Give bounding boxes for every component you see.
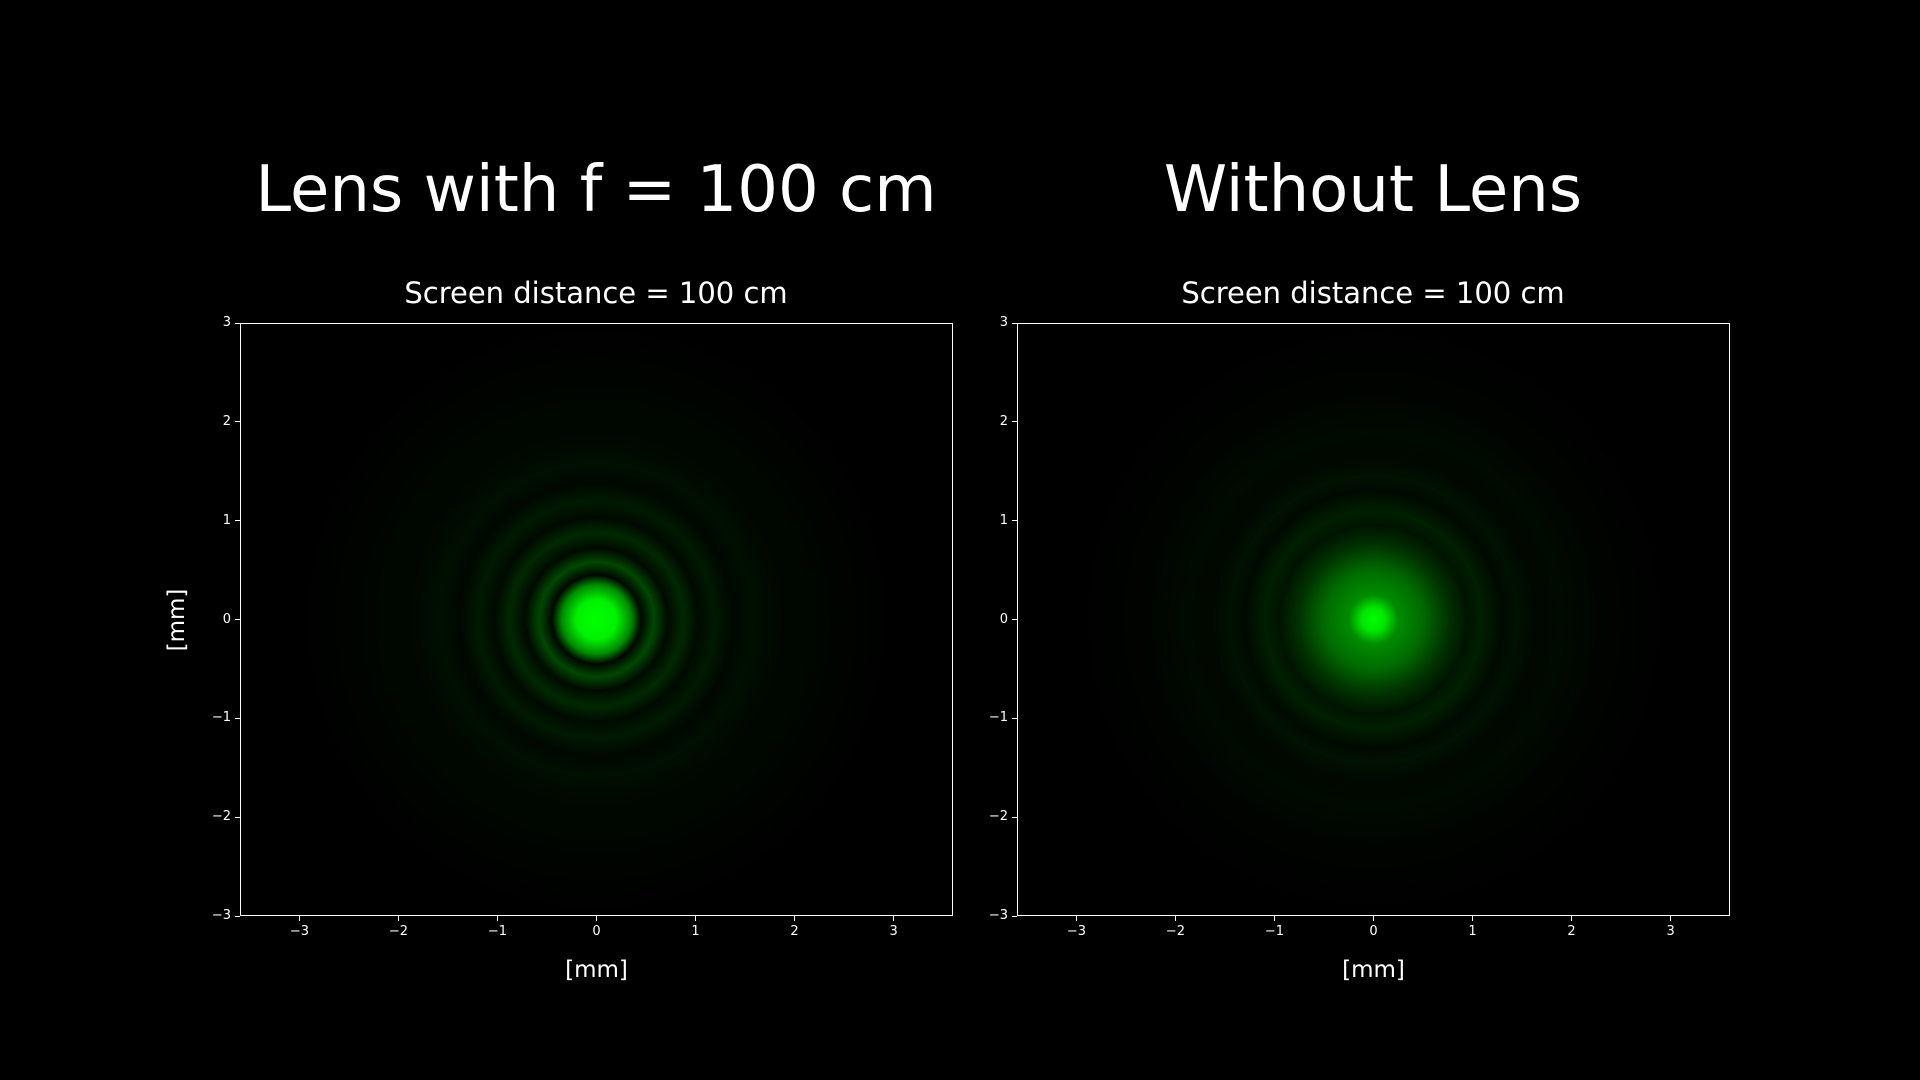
y-tick-mark <box>235 619 240 620</box>
subplot-title-left: Screen distance = 100 cm <box>404 276 788 310</box>
heatmap-right <box>1017 323 1730 916</box>
y-axis-left: −3 −2 −1 0 1 2 3 <box>200 315 240 923</box>
plot-area-right <box>1017 323 1730 916</box>
x-tick-mark <box>695 916 697 921</box>
x-tick-mark <box>1373 916 1374 921</box>
x-tick-label: 0 <box>1369 924 1378 939</box>
x-tick-mark <box>1472 916 1474 921</box>
heatmap-left <box>240 323 953 916</box>
x-tick-label: 3 <box>889 924 898 939</box>
x-axis-left: −3 −2 −1 0 1 2 3 <box>240 916 953 946</box>
y-axis-right: −3 −2 −1 0 1 2 3 <box>977 315 1017 923</box>
x-tick-label: 1 <box>691 924 700 939</box>
figure-title-right: Without Lens <box>1163 153 1583 227</box>
y-tick-label: −1 <box>988 710 1008 726</box>
plot-area-left <box>240 323 953 916</box>
y-tick-mark <box>1012 915 1017 917</box>
y-tick-label: 2 <box>999 413 1008 429</box>
x-tick-mark <box>1273 916 1275 921</box>
y-tick-label: −3 <box>211 908 231 923</box>
x-tick-mark <box>596 916 597 921</box>
y-tick-mark <box>235 915 240 917</box>
x-tick-label: −3 <box>289 924 309 939</box>
diffraction-pattern <box>1077 323 1670 916</box>
y-tick-label: 1 <box>222 512 231 528</box>
x-tick-mark <box>1571 916 1573 921</box>
x-tick-label: −2 <box>388 924 409 939</box>
y-tick-mark <box>235 322 240 324</box>
y-tick-label: 1 <box>999 512 1008 528</box>
diffraction-pattern <box>300 323 893 916</box>
y-tick-mark <box>235 816 240 818</box>
y-tick-label: 3 <box>222 315 231 330</box>
x-tick-mark <box>397 916 399 921</box>
y-tick-mark <box>1012 520 1017 522</box>
x-tick-label: −1 <box>487 924 508 939</box>
x-tick-label: −2 <box>1165 924 1186 939</box>
y-tick-mark <box>235 717 240 719</box>
x-axis-label-left: [mm] <box>565 957 628 983</box>
y-tick-label: −3 <box>988 908 1008 923</box>
x-tick-label: 0 <box>592 924 601 939</box>
y-tick-mark <box>1012 816 1017 818</box>
y-tick-label: −2 <box>211 809 231 825</box>
x-axis-right: −3 −2 −1 0 1 2 3 <box>1017 916 1730 946</box>
y-axis-label-left: [mm] <box>164 588 190 652</box>
x-tick-label: 1 <box>1468 924 1477 939</box>
x-tick-label: 2 <box>790 924 799 939</box>
x-tick-label: 2 <box>1567 924 1576 939</box>
x-tick-label: −3 <box>1066 924 1086 939</box>
y-tick-label: 3 <box>999 315 1008 330</box>
x-tick-mark <box>1075 916 1077 921</box>
x-tick-label: −1 <box>1264 924 1285 939</box>
y-tick-mark <box>235 421 240 423</box>
y-tick-mark <box>1012 717 1017 719</box>
y-tick-mark <box>1012 421 1017 423</box>
subplot-title-right: Screen distance = 100 cm <box>1181 276 1565 310</box>
x-tick-mark <box>1174 916 1176 921</box>
y-tick-mark <box>1012 322 1017 324</box>
x-tick-mark <box>1670 916 1672 921</box>
x-tick-mark <box>496 916 498 921</box>
x-tick-mark <box>298 916 300 921</box>
y-tick-label: 0 <box>999 611 1008 627</box>
x-axis-label-right: [mm] <box>1342 957 1405 983</box>
y-tick-label: 0 <box>222 611 231 627</box>
x-tick-label: 3 <box>1666 924 1675 939</box>
x-tick-mark <box>794 916 796 921</box>
y-tick-label: 2 <box>222 413 231 429</box>
x-tick-mark <box>893 916 895 921</box>
figure-title-left: Lens with f = 100 cm <box>255 153 937 227</box>
y-tick-mark <box>1012 619 1017 620</box>
y-tick-mark <box>235 520 240 522</box>
y-tick-label: −2 <box>988 809 1008 825</box>
y-tick-label: −1 <box>211 710 231 726</box>
